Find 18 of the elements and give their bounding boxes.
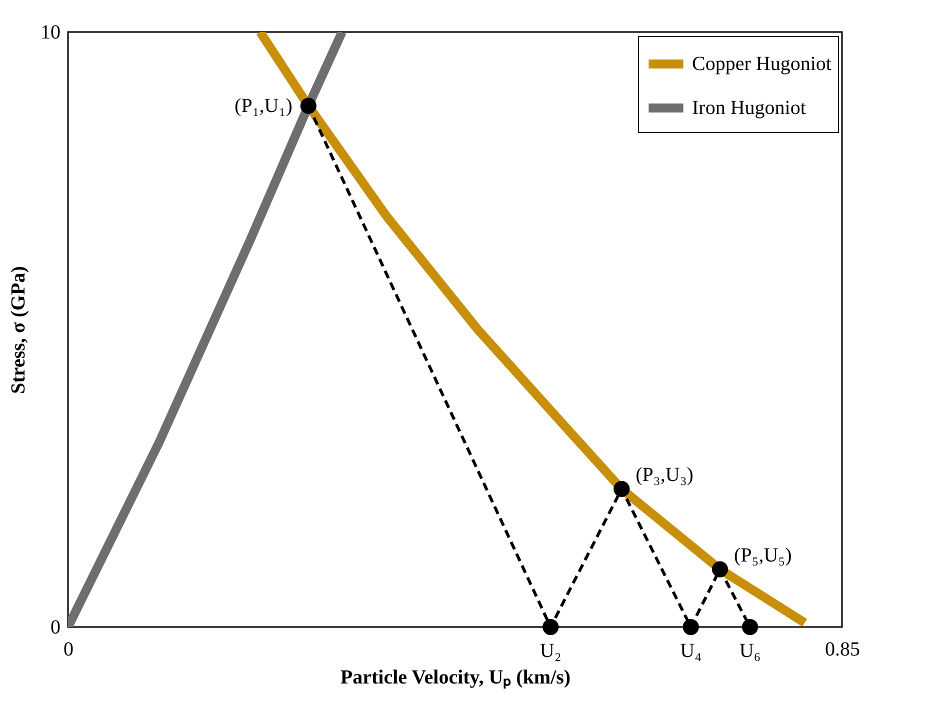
x-tick-label: 0.85 xyxy=(825,638,860,660)
point xyxy=(300,98,316,114)
annotation: (P₁,U₁) xyxy=(234,94,292,117)
y-tick-label: 10 xyxy=(40,22,60,44)
legend-label: Copper Hugoniot xyxy=(692,53,832,75)
annotation: U₆ xyxy=(739,640,761,662)
point xyxy=(712,561,728,578)
x-axis-title: Particle Velocity, Uₚ (km/s) xyxy=(340,666,571,690)
point xyxy=(542,618,559,636)
annotation: (P₅,U₅) xyxy=(734,544,792,566)
annotation: (P₃,U₃) xyxy=(636,464,694,486)
point xyxy=(682,618,699,636)
point xyxy=(614,480,630,498)
y-axis-title: Stress, σ (GPa) xyxy=(8,266,30,394)
point xyxy=(742,618,758,636)
annotation: U₄ xyxy=(680,640,702,662)
legend-label: Iron Hugoniot xyxy=(692,97,806,119)
annotation: U₂ xyxy=(540,640,562,662)
